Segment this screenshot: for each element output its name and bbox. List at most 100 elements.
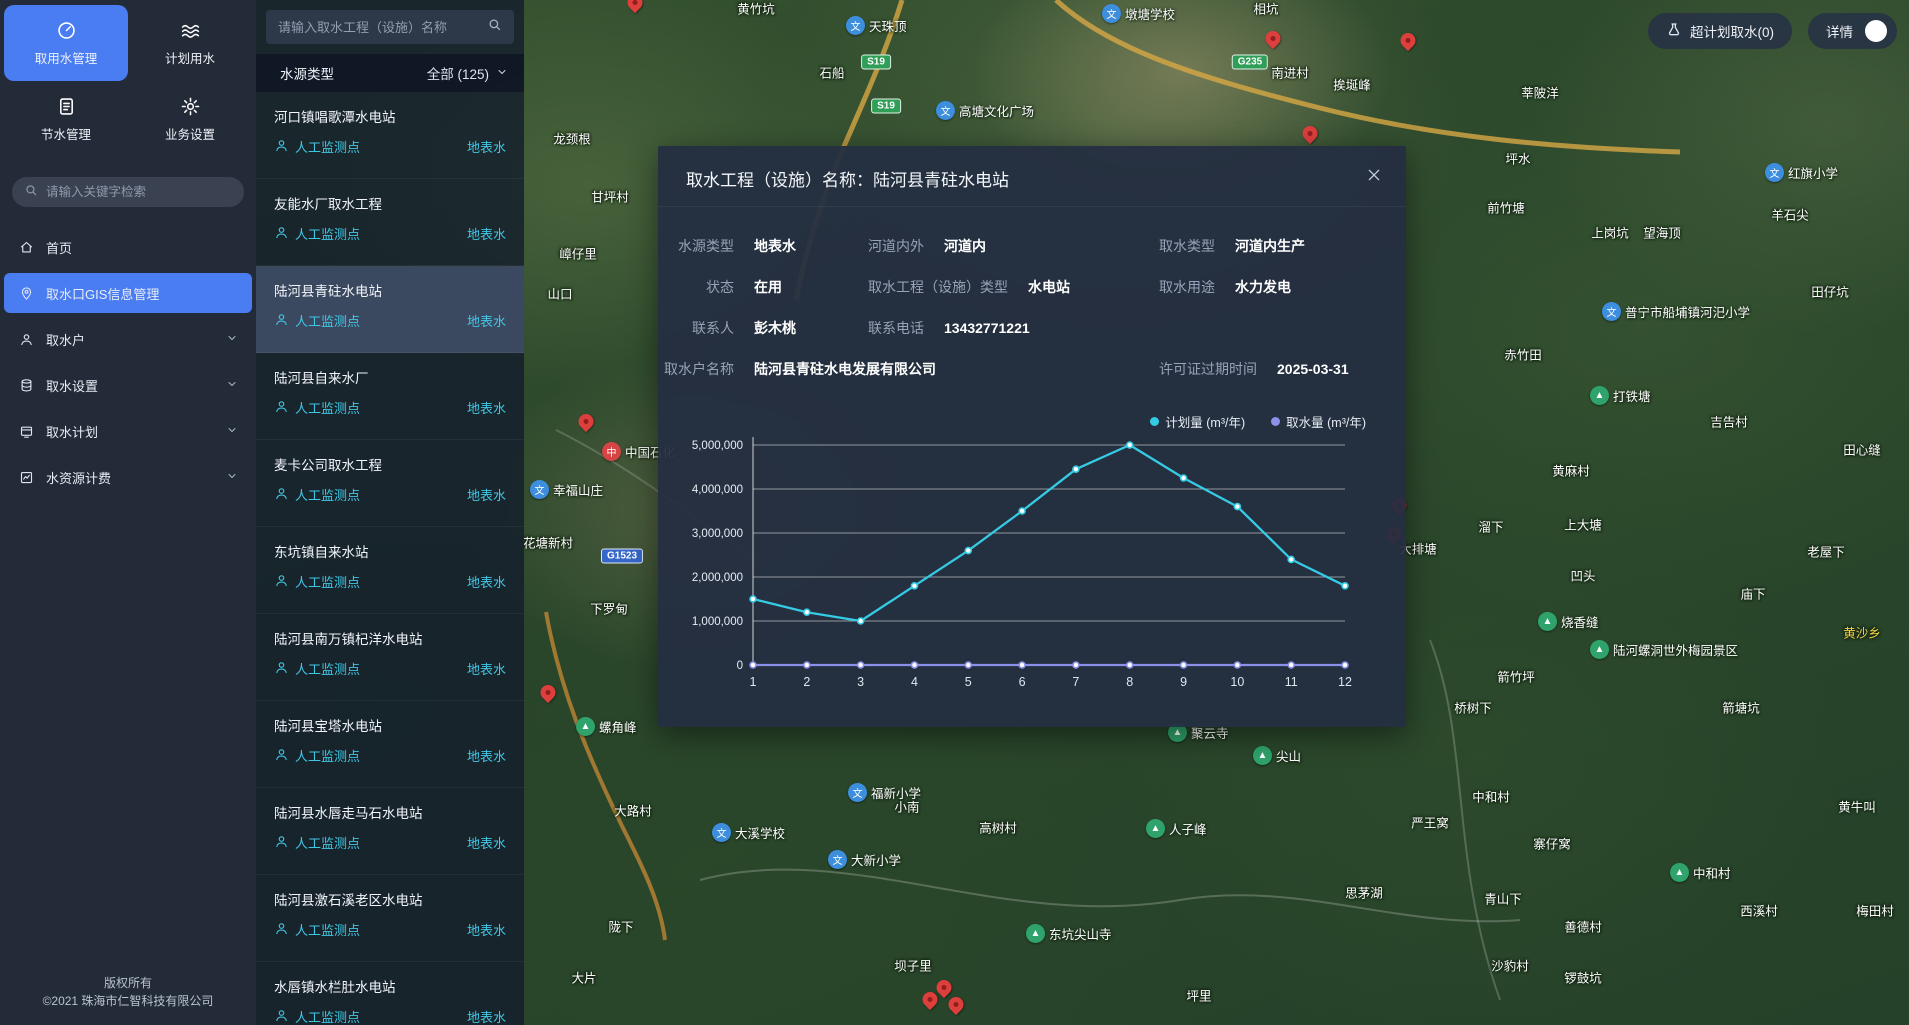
module-item[interactable]: 计划用水 [128,5,252,81]
poi-label: 打铁塘 [1613,390,1651,404]
map-poi[interactable]: ▲ 螺角峰 [576,717,637,736]
person-icon [274,138,289,156]
map-poi[interactable]: 文天珠顶 [846,16,907,35]
poi-marker-icon: 文 [936,101,955,120]
detail-field: 状态 在用 [658,277,782,297]
water-source-type: 地表水 [466,662,506,677]
poi-marker-icon: ▲ [1590,386,1609,405]
module-label: 取用水管理 [34,52,98,66]
sidebar-item[interactable]: 取水户 [0,319,256,359]
close-button[interactable] [1362,163,1386,190]
map-poi[interactable]: 文墩塘学校 [1102,4,1175,23]
map-poi[interactable]: 文高塘文化广场 [936,101,1034,120]
svg-text:8: 8 [1126,675,1133,689]
poi-marker-icon: 文 [1102,4,1121,23]
detail-field: 取水用途 水力发电 [1159,277,1291,297]
list-item[interactable]: 河口镇唱歌潭水电站人工监测点 地表水 [256,92,524,179]
map-poi[interactable]: 文大溪学校 [712,823,785,842]
facility-name: 陆河县青砫水电站 [274,284,382,299]
map-poi[interactable]: 文幸福山庄 [530,480,603,499]
poi-label: 福新小学 [871,787,922,801]
person-icon [274,225,289,243]
legend-label: 取水量 (m³/年) [1286,416,1366,430]
facility-meta: 人工监测点 地表水 [274,137,506,156]
toggle-knob[interactable] [1865,20,1887,42]
chart-legend: 计划量 (m³/年) 取水量 (m³/年) [1150,412,1366,431]
map-poi[interactable]: ▲ 中和村 [1670,863,1731,882]
over-plan-intake-button[interactable]: 超计划取水(0) [1648,13,1792,49]
poi-marker-icon: ▲ [1670,863,1689,882]
legend-dot [1150,417,1160,426]
detail-field: 水源类型 地表水 [658,236,796,256]
chevron-down-icon [226,378,238,393]
list-item[interactable]: 水唇镇水栏肚水电站 人工监测点 地表水 [256,962,524,1025]
map-poi[interactable]: 文普宁市船埔镇河汜小学 [1602,302,1750,321]
list-item[interactable]: 陆河县青砫水电站 人工监测点 地表水 [256,266,524,353]
detail-row: 取水户名称 陆河县青砫水电发展有限公司 许可证过期时间 2025-03-31 [658,348,1406,389]
poi-label: 螺角峰 [599,721,637,735]
sidebar-item[interactable]: 首页 [0,227,256,267]
detail-field: 取水工程（设施）类型 水电站 [868,277,1070,297]
module-item[interactable]: 节水管理 [4,81,128,157]
chevron-down-icon [226,470,238,485]
map-poi[interactable]: ▲ 东坑尖山寺 [1026,924,1112,943]
map-poi[interactable]: ▲ 打铁塘 [1590,386,1651,405]
poi-marker-icon: 文 [1602,302,1621,321]
poi-label: 幸福山庄 [553,484,604,498]
map-poi[interactable]: ▲ 烧香缝 [1538,612,1599,631]
legend-item[interactable]: 计划量 (m³/年) [1150,412,1245,431]
map-poi[interactable]: ▲ 人子峰 [1146,819,1207,838]
module-active[interactable]: 取用水管理 [4,5,128,81]
list-item[interactable]: 陆河县激石溪老区水电站 人工监测点 地表水 [256,875,524,962]
list-item[interactable]: 东坑镇自来水站 人工监测点 地表水 [256,527,524,614]
field-value: 地表水 [754,237,796,254]
field-label: 联系电话 [868,319,924,336]
svg-text:3: 3 [857,675,864,689]
field-value: 陆河县青砫水电发展有限公司 [754,360,936,377]
facility-name: 陆河县自来水厂 [274,371,369,386]
legend-item[interactable]: 取水量 (m³/年) [1271,412,1366,431]
facility-panel: 水源类型 全部 (125) 河口镇唱歌潭水电站人工监测点地表水友能水厂取水工程人… [256,0,524,1025]
map-poi[interactable]: ▲ 陆河螺洞世外梅园景区 [1590,640,1738,659]
facility-search-box [266,10,514,44]
sidebar-item[interactable]: 取水计划 [0,411,256,451]
map-poi[interactable]: ▲ 聚云寺 [1168,723,1229,742]
facility-name: 河口镇唱歌潭水电站 [274,110,396,125]
sidebar-search-input[interactable] [46,185,232,199]
map-poi[interactable]: ▲ 尖山 [1253,746,1301,765]
map-poi[interactable]: 文福新小学 [848,783,921,802]
sidebar-item[interactable]: 取水口GIS信息管理 [4,273,252,313]
list-item[interactable]: 友能水厂取水工程 人工监测点 地表水 [256,179,524,266]
list-item[interactable]: 陆河县宝塔水电站 人工监测点 地表水 [256,701,524,788]
search-icon[interactable] [487,17,502,37]
person-icon [274,921,289,939]
facility-search-input[interactable] [278,19,479,35]
sidebar-item[interactable]: 取水设置 [0,365,256,405]
field-value: 2025-03-31 [1277,360,1349,377]
detail-row: 联系人 彭木桃 联系电话 13432771221 [658,307,1406,348]
detail-field: 许可证过期时间 2025-03-31 [1159,359,1349,379]
map-poi[interactable]: 文红旗小学 [1765,163,1838,182]
over-plan-intake-label: 超计划取水(0) [1690,25,1774,40]
svg-text:4,000,000: 4,000,000 [692,484,743,496]
poi-marker-icon: 中 [602,442,621,461]
chevron-down-icon [226,424,238,439]
list-item[interactable]: 麦卡公司取水工程 人工监测点 地表水 [256,440,524,527]
facility-meta: 人工监测点 地表水 [274,1007,506,1025]
monitor-tag: 人工监测点 [295,488,361,503]
list-item[interactable]: 陆河县南万镇杞洋水电站 人工监测点 地表水 [256,614,524,701]
poi-label: 大溪学校 [735,827,786,841]
copyright-line1: 版权所有 [103,975,152,990]
sidebar-item[interactable]: 水资源计费 [0,457,256,497]
monitor-tag: 人工监测点 [295,749,361,764]
list-item[interactable]: 陆河县水唇走马石水电站 人工监测点 地表水 [256,788,524,875]
list-item[interactable]: 陆河县自来水厂 人工监测点 地表水 [256,353,524,440]
filter-dropdown[interactable]: 全部 (125) [427,63,508,83]
map-poi[interactable]: 文大新小学 [828,850,901,869]
water-source-type: 地表水 [466,227,506,242]
poi-marker-icon: 文 [530,480,549,499]
facility-list[interactable]: 河口镇唱歌潭水电站 人工监测点 地表水 友能水厂取水工程 人工监测点 地表水 陆河县青砫水电… [256,92,524,1025]
poi-label: 普宁市船埔镇河汜小学 [1625,306,1751,320]
module-item[interactable]: 业务设置 [128,81,252,157]
detail-toggle[interactable]: 详情 [1808,13,1897,49]
